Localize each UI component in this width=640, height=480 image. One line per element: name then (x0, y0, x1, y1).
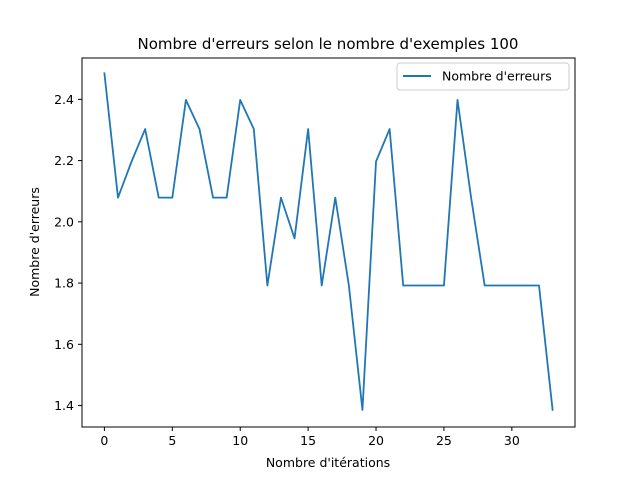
y-axis-label: Nombre d'erreurs (27, 187, 42, 297)
x-tick-label: 0 (100, 433, 108, 448)
axes-frame (81, 57, 576, 428)
x-tick-label: 30 (504, 433, 520, 448)
y-tick-label: 2.0 (54, 214, 74, 229)
plot-area: 0 5 10 15 20 25 30 1.4 1.6 1.8 2.0 2.2 2.4 (54, 57, 576, 448)
y-tick-label: 2.4 (54, 92, 74, 107)
legend: Nombre d'erreurs (396, 62, 570, 91)
legend-box (396, 62, 570, 91)
y-axis-ticks: 1.4 1.6 1.8 2.0 2.2 2.4 (54, 92, 82, 413)
x-axis-ticks: 0 5 10 15 20 25 30 (100, 427, 520, 448)
series-layer (103, 72, 554, 411)
x-tick-label: 10 (232, 433, 248, 448)
x-axis-label: Nombre d'itérations (266, 455, 390, 470)
y-tick-label: 1.8 (54, 276, 74, 291)
y-tick-label: 2.2 (54, 153, 74, 168)
legend-label: Nombre d'erreurs (442, 69, 552, 84)
y-tick-label: 1.6 (54, 337, 74, 352)
x-tick-label: 15 (300, 433, 316, 448)
x-tick-label: 5 (168, 433, 176, 448)
series-line-0 (103, 72, 554, 411)
y-tick-label: 1.4 (54, 398, 74, 413)
chart-title: Nombre d'erreurs selon le nombre d'exemp… (138, 35, 519, 53)
x-tick-label: 20 (368, 433, 384, 448)
x-tick-label: 25 (436, 433, 452, 448)
